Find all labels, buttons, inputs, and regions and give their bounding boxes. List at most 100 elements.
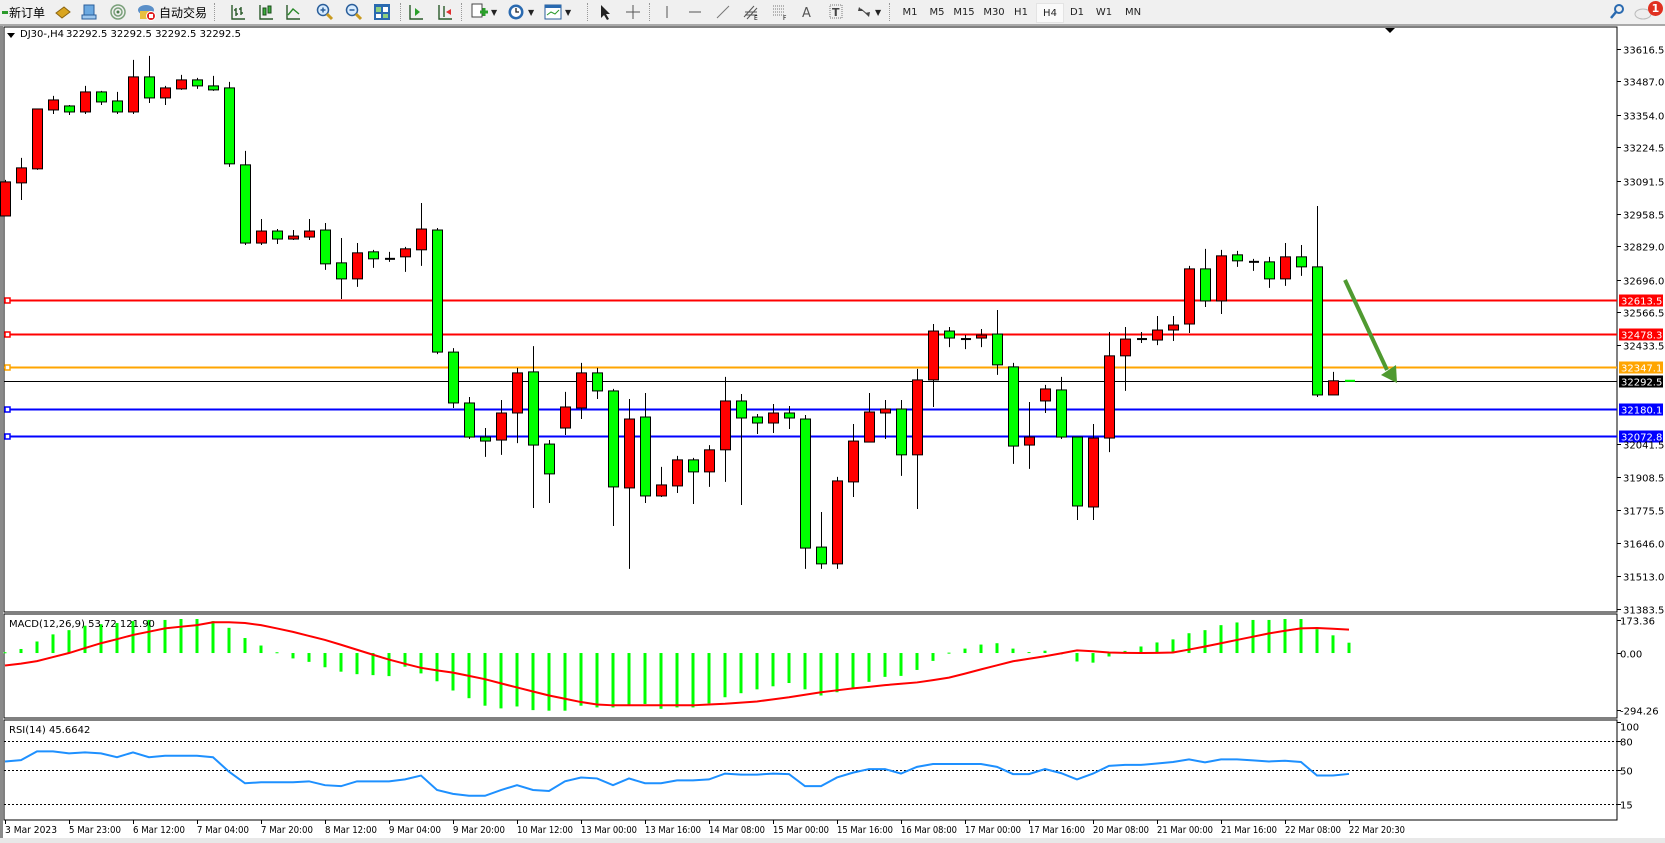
timeframe-h4[interactable]: H4 (1036, 3, 1064, 23)
candle[interactable] (928, 324, 939, 407)
candle[interactable] (96, 90, 107, 105)
candle[interactable] (848, 424, 859, 497)
crosshair-button[interactable] (624, 2, 642, 22)
cursor-button[interactable] (597, 2, 613, 22)
candle[interactable] (1104, 332, 1115, 453)
candle[interactable] (1328, 371, 1339, 396)
metaeditor-button[interactable] (54, 2, 72, 22)
candle[interactable] (656, 466, 667, 497)
candle[interactable] (1280, 243, 1291, 286)
candle[interactable] (0, 179, 11, 217)
fibonacci-button[interactable]: F (771, 2, 789, 22)
candle[interactable] (912, 368, 923, 509)
candle[interactable] (560, 391, 571, 436)
candle[interactable] (1168, 315, 1179, 342)
candle[interactable] (961, 335, 971, 350)
candle[interactable] (352, 243, 363, 287)
trend-arrow-shaft[interactable] (1343, 279, 1389, 371)
terminal-button[interactable] (80, 2, 98, 22)
line-handle[interactable] (4, 406, 11, 413)
trendline-button[interactable] (715, 2, 731, 22)
candle[interactable] (1312, 205, 1323, 397)
candle[interactable] (1137, 332, 1147, 344)
symbol-menu-triangle-icon[interactable] (7, 33, 15, 38)
candle[interactable] (288, 230, 299, 241)
candle[interactable] (480, 428, 491, 457)
timeframe-w1[interactable]: W1 (1095, 6, 1113, 18)
candle[interactable] (192, 77, 203, 89)
line-chart-button[interactable] (284, 2, 302, 22)
auto-scroll-button[interactable] (407, 2, 425, 22)
candle[interactable] (240, 150, 251, 246)
chart-shift-marker-icon[interactable] (1385, 28, 1395, 33)
candle[interactable] (256, 218, 267, 246)
candle[interactable] (1216, 249, 1227, 314)
line-handle[interactable] (4, 433, 11, 440)
candle[interactable] (944, 327, 955, 348)
candle[interactable] (176, 74, 187, 90)
candle[interactable] (385, 251, 395, 262)
candle[interactable] (1056, 376, 1067, 440)
candle[interactable] (736, 393, 747, 505)
candle[interactable] (1072, 436, 1083, 521)
candle[interactable] (544, 440, 555, 503)
candle[interactable] (48, 95, 59, 114)
candle[interactable] (16, 157, 27, 200)
equidistant-channel-button[interactable]: E (742, 2, 760, 22)
candle[interactable] (1040, 384, 1051, 413)
candle[interactable] (1264, 256, 1275, 288)
candle[interactable] (336, 238, 347, 299)
candle[interactable] (32, 108, 43, 170)
candle[interactable] (592, 367, 603, 399)
candle[interactable] (864, 392, 875, 443)
candle[interactable] (528, 346, 539, 508)
candle[interactable] (112, 91, 123, 114)
candle[interactable] (320, 223, 331, 270)
candle[interactable] (208, 75, 219, 91)
candle[interactable] (1345, 379, 1355, 382)
chart-shift-button[interactable] (436, 2, 454, 22)
candle[interactable] (496, 399, 507, 455)
chevron-down-icon[interactable]: ▼ (875, 7, 882, 17)
autotrading-button[interactable]: 自动交易 (137, 2, 207, 22)
candle[interactable] (800, 414, 811, 569)
candle[interactable] (976, 329, 987, 348)
timeframe-d1[interactable]: D1 (1069, 6, 1085, 18)
candle[interactable] (768, 403, 779, 434)
candle[interactable] (432, 228, 443, 355)
zoom-in-button[interactable] (316, 2, 334, 22)
chevron-down-icon[interactable]: ▼ (565, 7, 572, 17)
candle[interactable] (720, 376, 731, 482)
candle[interactable] (1232, 250, 1243, 267)
candle[interactable] (80, 85, 91, 114)
chevron-down-icon[interactable]: ▼ (491, 7, 498, 17)
candle[interactable] (896, 399, 907, 476)
timeframe-m5[interactable]: M5 (929, 6, 945, 18)
candle[interactable] (64, 104, 75, 115)
periods-button[interactable]: ▼ (507, 2, 534, 22)
candle[interactable] (880, 399, 891, 440)
candle[interactable] (704, 445, 715, 487)
candle[interactable] (576, 362, 587, 420)
candle[interactable] (752, 413, 763, 435)
candle[interactable] (832, 476, 843, 569)
candle[interactable] (1184, 265, 1195, 334)
candle[interactable] (160, 85, 171, 105)
candle[interactable] (144, 55, 155, 103)
candle[interactable] (304, 218, 315, 241)
candle[interactable] (1088, 424, 1099, 521)
candle[interactable] (1296, 245, 1307, 276)
timeframe-mn[interactable]: MN (1124, 6, 1142, 18)
chevron-down-icon[interactable]: ▼ (528, 7, 535, 17)
candle[interactable] (512, 367, 523, 444)
text-label-button[interactable]: T (828, 2, 844, 22)
templates-button[interactable]: ▼ (544, 2, 571, 22)
candle[interactable] (784, 405, 795, 430)
candle[interactable] (464, 396, 475, 440)
signals-button[interactable] (109, 2, 127, 22)
zoom-out-button[interactable] (345, 2, 363, 22)
indicators-button[interactable]: ▼ (470, 2, 497, 22)
text-button[interactable]: A (800, 2, 814, 22)
macd-pane[interactable] (3, 613, 1618, 719)
candle[interactable] (1152, 315, 1163, 346)
